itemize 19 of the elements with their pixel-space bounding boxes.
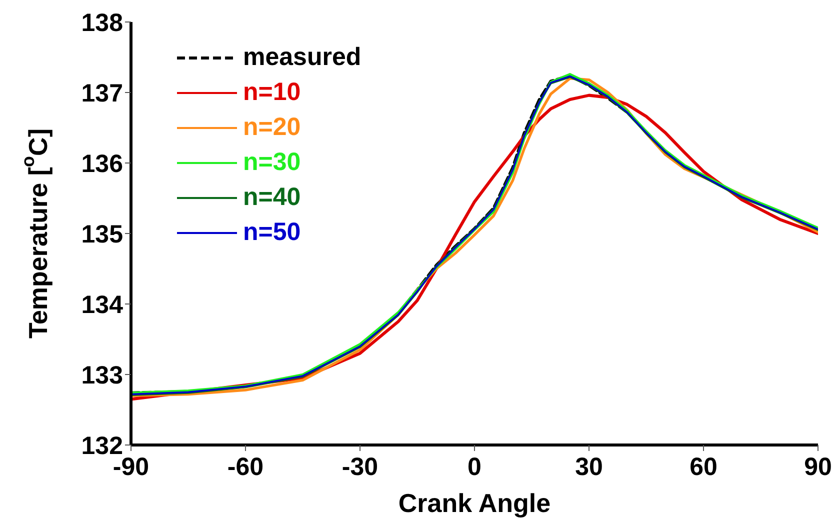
legend-label: n=30 bbox=[243, 147, 301, 178]
legend-label: measured bbox=[243, 42, 362, 73]
legend-label: n=40 bbox=[243, 182, 301, 213]
x-tick-label: 90 bbox=[804, 452, 832, 481]
x-axis-title: Crank Angle bbox=[398, 488, 551, 518]
legend-label: n=20 bbox=[243, 112, 301, 143]
y-tick-label: 133 bbox=[81, 361, 123, 390]
legend-label: n=50 bbox=[243, 217, 301, 248]
x-tick-label: -30 bbox=[342, 452, 378, 481]
y-tick-label: 134 bbox=[81, 290, 124, 319]
x-tick-label: 30 bbox=[575, 452, 603, 481]
y-tick-label: 138 bbox=[81, 8, 124, 37]
y-tick-label: 136 bbox=[81, 150, 123, 178]
x-tick-label: 60 bbox=[690, 452, 718, 481]
y-tick-label: 137 bbox=[81, 79, 123, 108]
legend-label: n=10 bbox=[243, 77, 301, 108]
x-tick-label: 0 bbox=[468, 452, 482, 481]
x-tick-label: -60 bbox=[227, 452, 264, 481]
y-tick-label: 135 bbox=[81, 220, 124, 248]
